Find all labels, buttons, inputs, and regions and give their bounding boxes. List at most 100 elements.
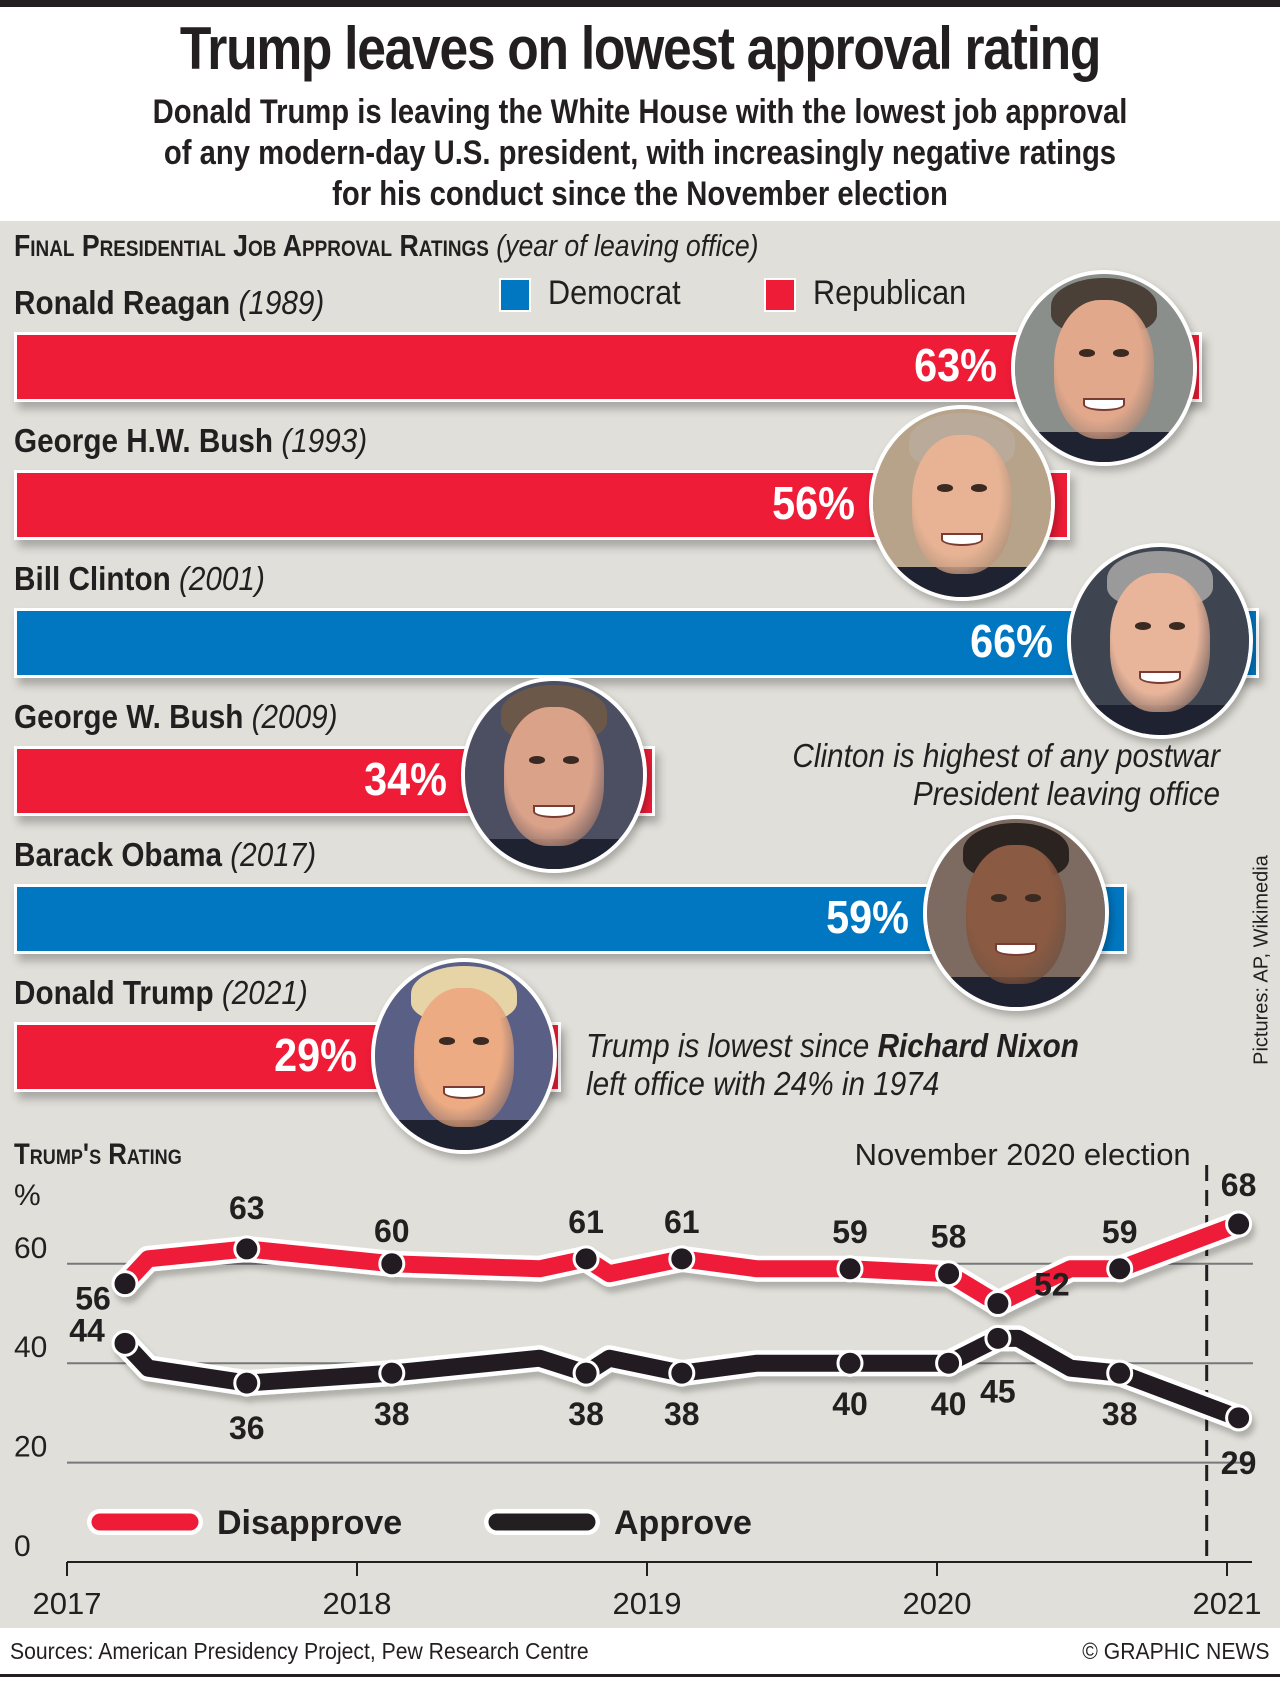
data-label: 29 [1221,1445,1257,1481]
legend-swatch-democrat [499,278,531,312]
data-label: 38 [1102,1396,1138,1432]
data-point [1106,1255,1134,1283]
x-tick-label: 2018 [323,1586,392,1621]
trump-annotation: Trump is lowest since Richard Nixon left… [586,1027,1079,1103]
data-point [111,1270,139,1298]
x-tick-label: 2021 [1193,1586,1262,1621]
president-name: Barack Obama (2017) [14,836,316,874]
disapprove-line [116,1215,1248,1313]
president-name: George W. Bush (2009) [14,698,337,736]
president-name: George H.W. Bush (1993) [14,422,367,460]
president-year: (2009) [251,698,338,735]
data-label: 60 [374,1213,410,1249]
data-label: 59 [1102,1214,1138,1250]
legend-label: Disapprove [217,1504,402,1542]
president-photo [869,405,1055,601]
y-axis-unit-label: % [14,1179,41,1212]
data-label: 63 [229,1190,265,1226]
data-point [935,1349,963,1377]
data-label: 59 [832,1214,868,1250]
data-point [668,1359,696,1387]
data-label: 61 [568,1204,604,1240]
president-photo [371,958,557,1154]
data-point [935,1260,963,1288]
election-marker-label: November 2020 election [855,1137,1191,1172]
y-tick-label: 0 [14,1530,31,1563]
legend-label-democrat: Democrat [548,274,681,312]
top-rule [0,0,1280,7]
bars-heading-text: Final Presidential Job Approval Ratings [14,228,489,263]
subtitle-line: Donald Trump is leaving the White House … [152,93,1128,131]
data-label: 38 [374,1396,410,1432]
data-point [984,1324,1012,1352]
data-point [378,1359,406,1387]
data-point [111,1329,139,1357]
annotation-line: Clinton is highest of any postwar [792,737,1220,774]
bar-value-label: 59% [826,891,909,943]
data-label: 68 [1221,1167,1257,1203]
clinton-annotation: Clinton is highest of any postwar Presid… [752,737,1220,813]
president-name-text: Donald Trump [14,974,222,1011]
president-year: (2001) [178,560,265,597]
bar-value-label: 63% [914,339,997,391]
legend-label: Approve [614,1504,752,1542]
president-year: (1989) [238,284,325,321]
president-year: (1993) [281,422,368,459]
subtitle-line: of any modern-day U.S. president, with i… [163,134,1117,172]
president-name: Donald Trump (2021) [14,974,308,1012]
data-point [984,1290,1012,1318]
data-label: 45 [980,1373,1016,1409]
data-label: 38 [568,1396,604,1432]
data-label: 40 [832,1386,868,1422]
data-point [233,1235,261,1263]
subtitle: Donald Trump is leaving the White House … [90,92,1191,215]
annotation-line: left office with 24% in 1974 [586,1065,940,1102]
bottom-rule [0,1674,1280,1677]
page-title: Trump leaves on lowest approval rating [179,15,1101,82]
data-point [233,1369,261,1397]
bar-value-label: 66% [970,615,1053,667]
y-tick-label: 60 [14,1232,47,1265]
legend-swatch-republican [764,278,796,312]
bar-value-label: 29% [274,1029,357,1081]
annotation-bold-text: Richard Nixon [877,1027,1079,1064]
data-point [572,1359,600,1387]
y-tick-label: 40 [14,1331,47,1364]
president-name-text: Barack Obama [14,836,231,873]
president-name: Ronald Reagan (1989) [14,284,324,322]
bars-section-heading: Final Presidential Job Approval Ratings … [14,228,759,264]
x-tick-label: 2019 [613,1586,682,1621]
data-point [378,1250,406,1278]
president-name-text: George W. Bush [14,698,252,735]
president-year: (2017) [230,836,317,873]
bars-heading-note: (year of leaving office) [496,228,759,263]
legend-label-republican: Republican [813,274,967,312]
data-label: 40 [931,1386,967,1422]
bar-value-label: 34% [364,753,447,805]
x-tick-label: 2020 [903,1586,972,1621]
data-label: 56 [75,1281,111,1317]
data-label: 44 [69,1312,105,1348]
data-label: 38 [664,1396,700,1432]
president-name: Bill Clinton (2001) [14,560,265,598]
annotation-text: Trump is lowest since [586,1027,878,1064]
president-photo [1011,270,1197,466]
approve-line [116,1329,1248,1427]
president-photo [461,677,647,873]
y-tick-label: 20 [14,1431,47,1464]
president-year: (2021) [221,974,308,1011]
approval-bar [14,332,1203,402]
data-point [1225,1404,1253,1432]
data-label: 61 [664,1204,700,1240]
president-name-text: Bill Clinton [14,560,179,597]
president-photo [1067,543,1253,739]
annotation-line: President leaving office [912,775,1220,812]
data-point [836,1349,864,1377]
data-label: 52 [1034,1267,1070,1303]
president-photo [923,815,1109,1011]
data-point [836,1255,864,1283]
x-tick-label: 2017 [33,1586,102,1621]
copyright: © GRAPHIC NEWS [1082,1638,1270,1664]
approval-bar [14,608,1259,678]
